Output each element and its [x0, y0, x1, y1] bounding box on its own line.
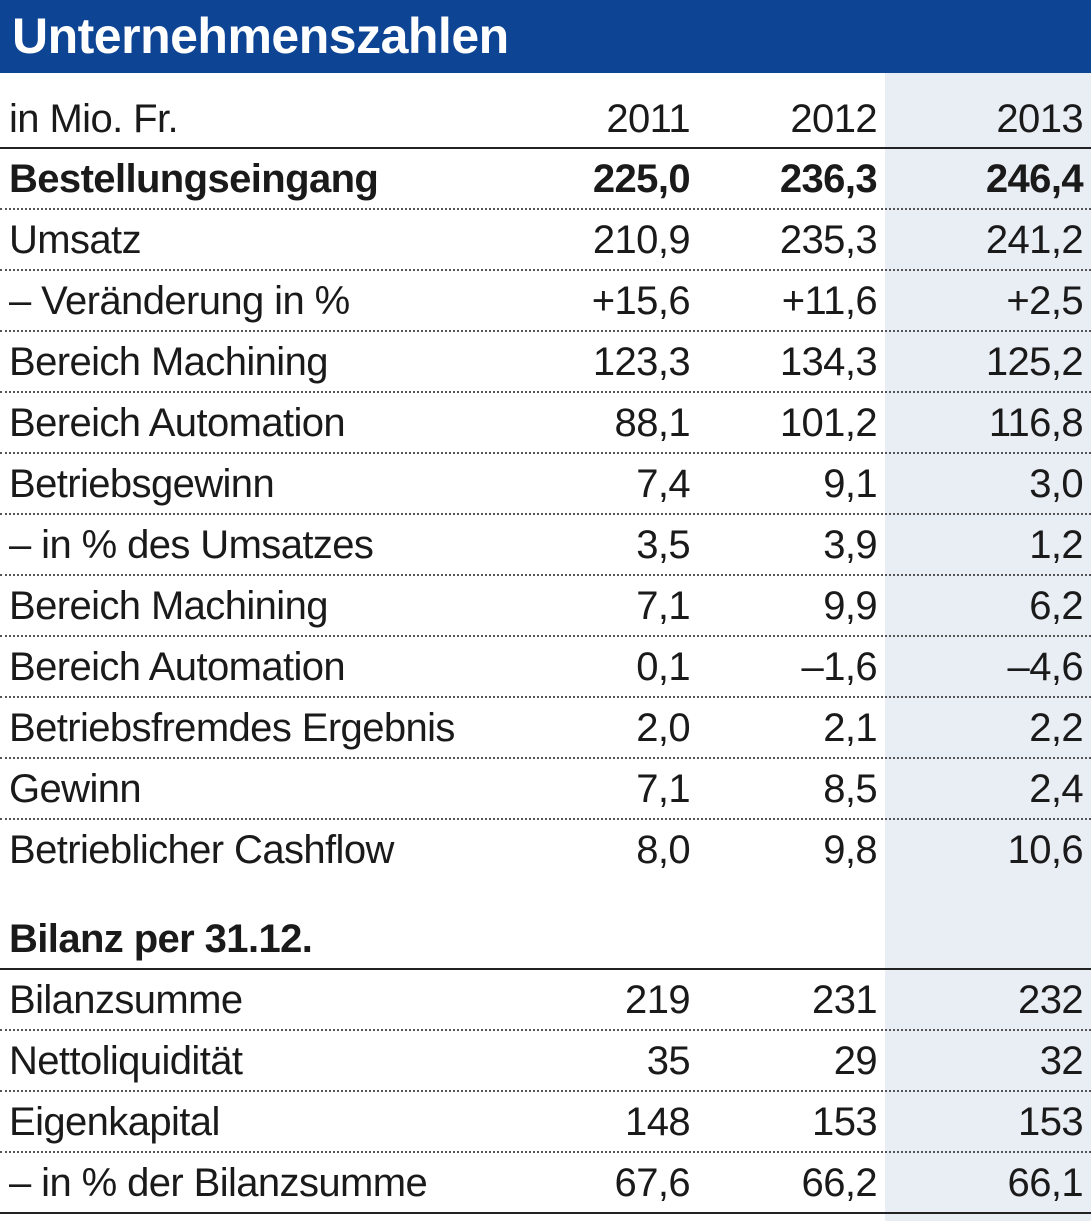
value-2012: 8,5	[823, 767, 877, 811]
value-2011: 35	[646, 1039, 691, 1083]
row-label: Eigenkapital	[9, 1100, 220, 1144]
section-title: Bilanz per 31.12.	[9, 917, 313, 961]
row-label: Umsatz	[9, 218, 142, 262]
row-label: – Veränderung in %	[9, 279, 350, 323]
value-2012: 9,8	[823, 828, 877, 872]
value-2012: 29	[833, 1039, 878, 1083]
table-row: Bereich Machining 7,1 9,9 6,2	[0, 576, 1091, 637]
table-row: Betriebsgewinn 7,4 9,1 3,0	[0, 454, 1091, 515]
financial-table: in Mio. Fr. 2011 2012 2013 Bestellungsei…	[0, 86, 1091, 1214]
value-2011: 88,1	[614, 401, 691, 445]
table-row: Bereich Automation 0,1 –1,6 –4,6	[0, 637, 1091, 698]
table-row: Bilanzsumme 219 231 232	[0, 970, 1091, 1031]
value-2012: 3,9	[823, 523, 877, 567]
table-title: Unternehmenszahlen	[12, 8, 509, 64]
value-2012: 9,1	[823, 462, 877, 506]
value-2011: 219	[625, 978, 691, 1022]
table-row: – Veränderung in % +15,6 +11,6 +2,5	[0, 271, 1091, 332]
table-row: Gewinn 7,1 8,5 2,4	[0, 759, 1091, 820]
value-2013: 10,6	[1007, 828, 1084, 872]
value-2013: 246,4	[985, 157, 1084, 201]
year-header-2011: 2011	[606, 97, 690, 141]
table-row: – in % des Umsatzes 3,5 3,9 1,2	[0, 515, 1091, 576]
row-label: Bereich Machining	[9, 584, 328, 628]
value-2012: 101,2	[779, 401, 878, 445]
unit-label: in Mio. Fr.	[9, 97, 179, 141]
value-2013: 2,4	[1029, 767, 1083, 811]
row-label: Gewinn	[9, 767, 142, 811]
value-2012: 9,9	[823, 584, 877, 628]
value-2011: 8,0	[636, 828, 690, 872]
value-2011: 7,1	[636, 767, 690, 811]
value-2013: 241,2	[985, 218, 1084, 262]
value-2013: 3,0	[1029, 462, 1083, 506]
value-2013: 2,2	[1029, 706, 1083, 750]
value-2012: 235,3	[779, 218, 878, 262]
year-header-2013: 2013	[996, 97, 1083, 141]
value-2013: 66,1	[1007, 1161, 1084, 1205]
value-2013: –4,6	[1007, 645, 1084, 689]
value-2011: 0,1	[636, 645, 690, 689]
table-row: Bereich Machining 123,3 134,3 125,2	[0, 332, 1091, 393]
value-2012: 231	[812, 978, 878, 1022]
table-header-row: in Mio. Fr. 2011 2012 2013	[0, 86, 1091, 149]
row-label: Bestellungseingang	[9, 157, 379, 201]
value-2011: 3,5	[636, 523, 690, 567]
table-row: – in % der Bilanzsumme 67,6 66,2 66,1	[0, 1153, 1091, 1214]
table-row: Eigenkapital 148 153 153	[0, 1092, 1091, 1153]
value-2011: 148	[625, 1100, 691, 1144]
value-2011: 7,1	[636, 584, 690, 628]
row-label: Bereich Automation	[9, 645, 346, 689]
row-label: Betriebsgewinn	[9, 462, 275, 506]
value-2011: 225,0	[592, 157, 691, 201]
value-2012: 153	[812, 1100, 878, 1144]
value-2013: 125,2	[985, 340, 1084, 384]
value-2013: 153	[1018, 1100, 1084, 1144]
row-label: Betrieblicher Cashflow	[9, 828, 394, 872]
row-label: – in % der Bilanzsumme	[9, 1161, 428, 1205]
table-row: Betrieblicher Cashflow 8,0 9,8 10,6	[0, 820, 1091, 881]
value-2012: 66,2	[801, 1161, 878, 1205]
balance-section-header: Bilanz per 31.12.	[0, 910, 1091, 970]
value-2012: 2,1	[823, 706, 877, 750]
row-label: Betriebsfremdes Ergebnis	[9, 706, 455, 750]
value-2012: –1,6	[801, 645, 878, 689]
row-label: Bereich Machining	[9, 340, 328, 384]
table-row: Umsatz 210,9 235,3 241,2	[0, 210, 1091, 271]
value-2011: 123,3	[592, 340, 691, 384]
value-2011: +15,6	[591, 279, 691, 323]
table-row: Bestellungseingang 225,0 236,3 246,4	[0, 149, 1091, 210]
table-row: Bereich Automation 88,1 101,2 116,8	[0, 393, 1091, 454]
title-bar: Unternehmenszahlen	[0, 0, 1091, 73]
value-2011: 210,9	[592, 218, 691, 262]
table-row: Betriebsfremdes Ergebnis 2,0 2,1 2,2	[0, 698, 1091, 759]
row-label: – in % des Umsatzes	[9, 523, 374, 567]
value-2011: 7,4	[636, 462, 690, 506]
section-spacer	[0, 881, 1091, 910]
row-label: Nettoliquidität	[9, 1039, 243, 1083]
value-2013: +2,5	[1006, 279, 1083, 323]
year-header-2012: 2012	[790, 97, 877, 141]
row-label: Bereich Automation	[9, 401, 346, 445]
value-2012: +11,6	[781, 279, 878, 323]
row-label: Bilanzsumme	[9, 978, 243, 1022]
value-2013: 32	[1039, 1039, 1084, 1083]
table-row: Nettoliquidität 35 29 32	[0, 1031, 1091, 1092]
value-2011: 67,6	[614, 1161, 691, 1205]
value-2013: 1,2	[1029, 523, 1083, 567]
value-2013: 232	[1018, 978, 1084, 1022]
value-2013: 6,2	[1029, 584, 1083, 628]
value-2013: 116,8	[988, 401, 1084, 445]
value-2011: 2,0	[636, 706, 690, 750]
value-2012: 134,3	[779, 340, 878, 384]
value-2012: 236,3	[779, 157, 878, 201]
